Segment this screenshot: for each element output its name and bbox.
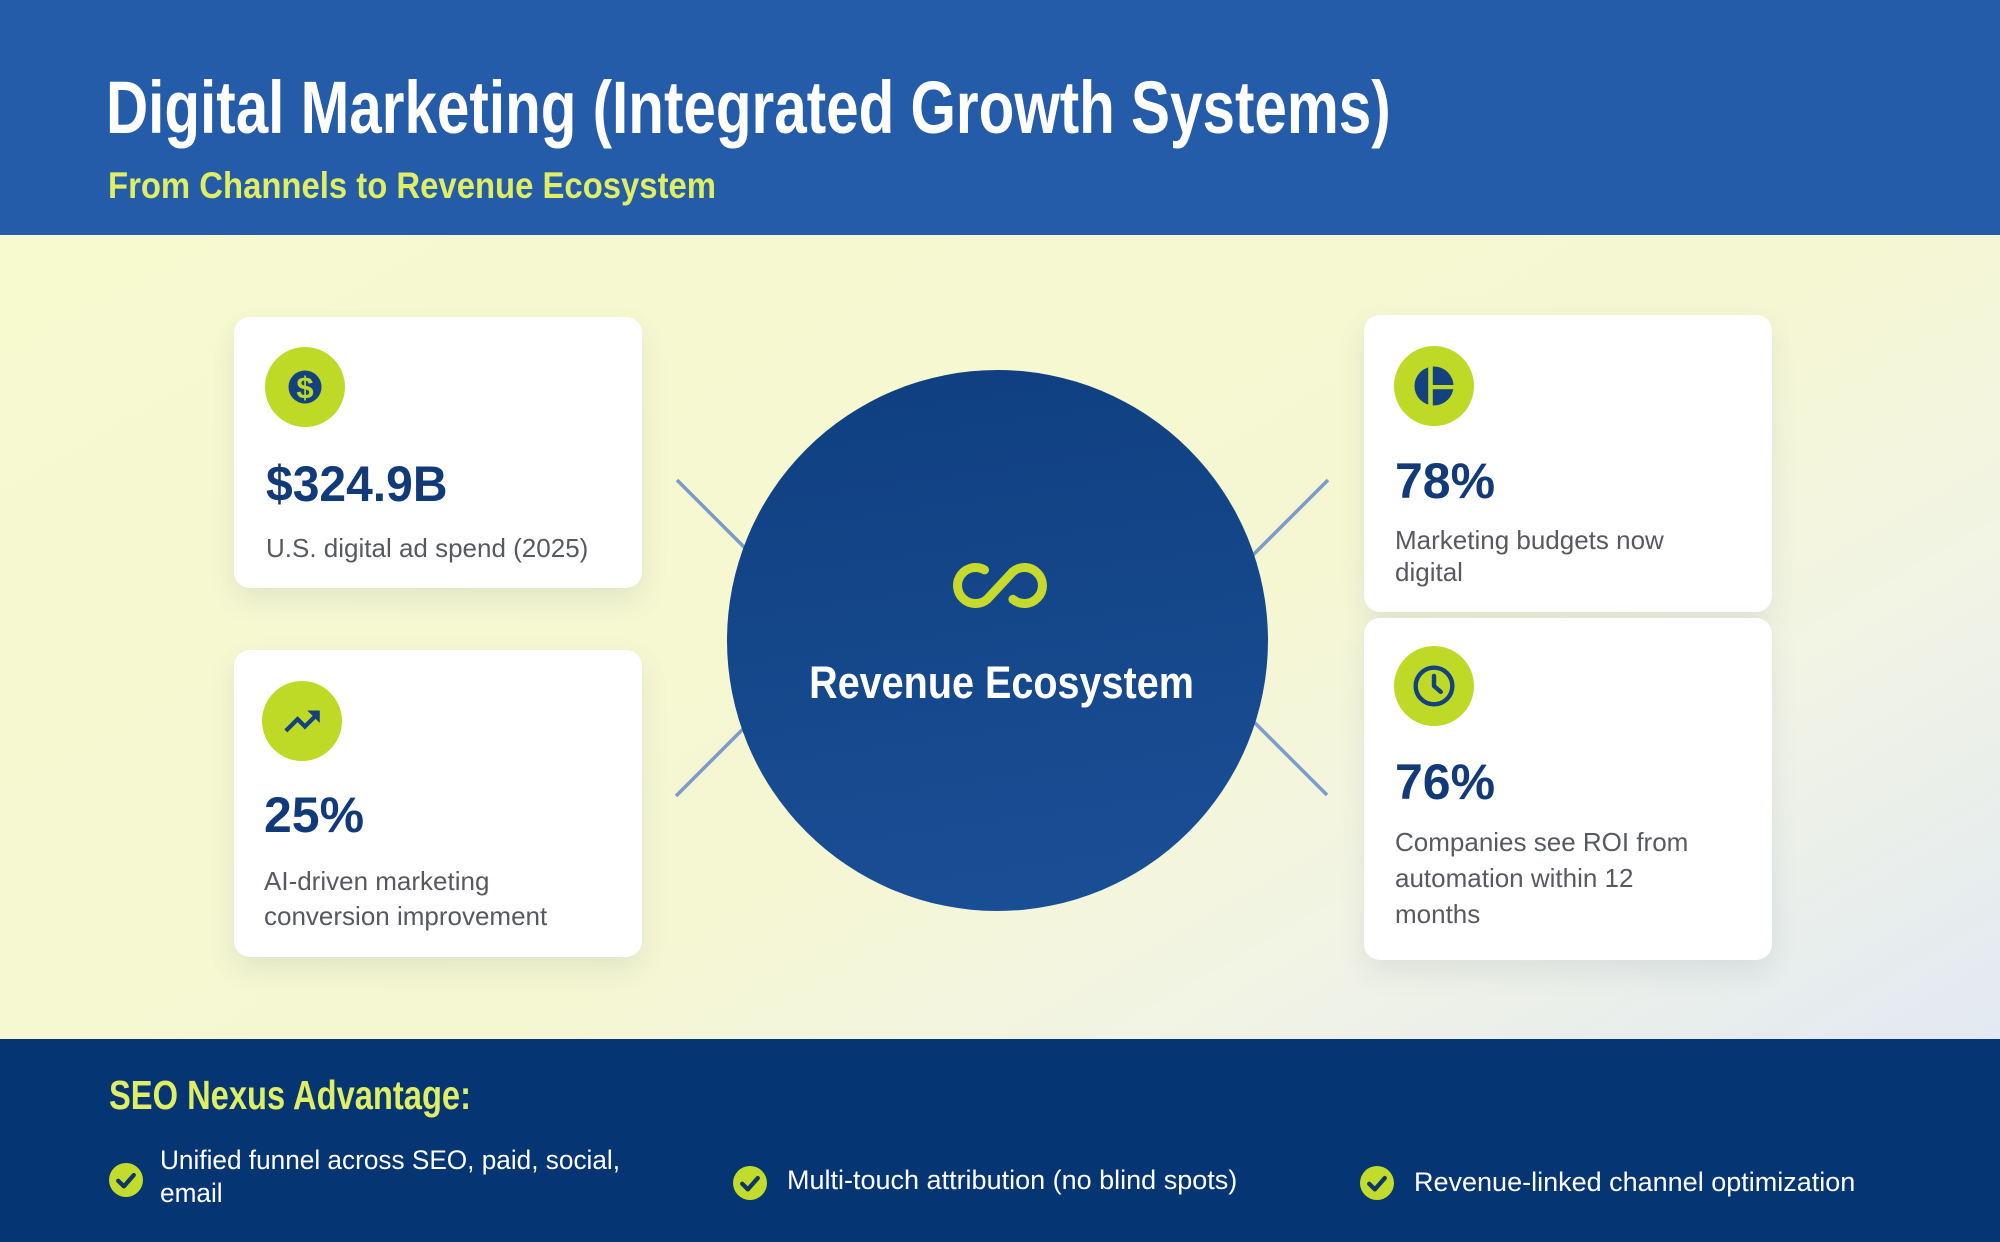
svg-text:$: $ — [296, 370, 313, 405]
